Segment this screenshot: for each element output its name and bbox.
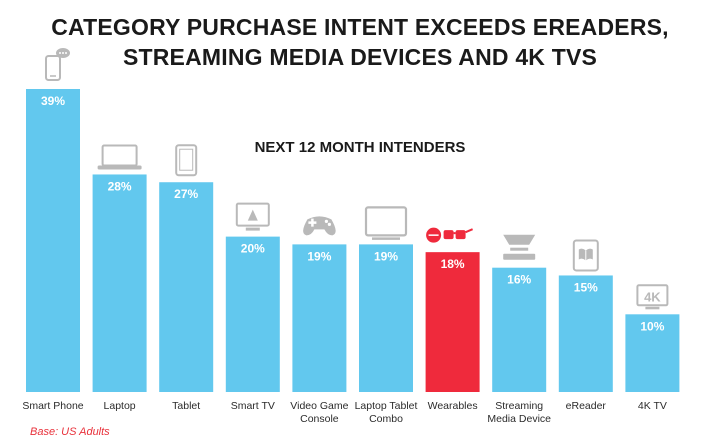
- category-label: Smart TV: [231, 400, 275, 412]
- bar: [92, 174, 147, 392]
- ereader-icon: [572, 239, 599, 272]
- category-label: Video Game Console: [290, 400, 348, 425]
- wearables-icon: [426, 227, 473, 243]
- value-label: 39%: [41, 94, 65, 108]
- 4k-tv-icon: 4K: [636, 284, 669, 310]
- laptop-icon: [97, 144, 142, 170]
- smartphone-icon: [45, 48, 70, 81]
- tablet-icon: [175, 144, 198, 177]
- category-label: eReader: [566, 400, 607, 412]
- category-label: 4K TV: [638, 400, 667, 412]
- category-label: Tablet: [172, 400, 200, 412]
- category-label: Wearables: [428, 400, 478, 412]
- bar: [225, 236, 280, 392]
- value-label: 28%: [108, 179, 132, 193]
- laptop-tablet-combo-icon: [364, 206, 408, 240]
- bar: [558, 275, 613, 392]
- base-footnote: Base: US Adults: [30, 426, 110, 438]
- chart-title-line-1: CATEGORY PURCHASE INTENT EXCEEDS EREADER…: [51, 14, 669, 40]
- category-label: Smart Phone: [22, 400, 83, 412]
- category-label: Laptop: [104, 400, 136, 412]
- bar: [425, 252, 480, 392]
- bar: [159, 182, 214, 392]
- value-label: 27%: [174, 187, 198, 201]
- category-label: Streaming Media Device: [487, 400, 551, 425]
- value-label: 10%: [640, 319, 664, 333]
- streaming-device-icon: [503, 234, 536, 260]
- value-label: 19%: [374, 249, 398, 263]
- bar: [492, 267, 547, 392]
- value-label: 16%: [507, 273, 531, 287]
- bar: [359, 244, 413, 392]
- svg-text:4K: 4K: [644, 289, 661, 304]
- value-label: 18%: [441, 257, 465, 271]
- value-label: 15%: [574, 280, 598, 294]
- bar: [26, 89, 80, 392]
- category-label: Laptop Tablet Combo: [355, 400, 418, 425]
- chart-title-line-2: STREAMING MEDIA DEVICES AND 4K TVS: [122, 44, 598, 70]
- bar: [292, 244, 347, 392]
- value-label: 19%: [307, 249, 331, 263]
- game-controller-icon: [303, 216, 336, 236]
- smart-tv-icon: [235, 202, 270, 231]
- chart-title: CATEGORY PURCHASE INTENT EXCEEDS EREADER…: [0, 12, 720, 72]
- bar: [625, 314, 680, 392]
- value-label: 20%: [241, 242, 265, 256]
- chart-subtitle: NEXT 12 MONTH INTENDERS: [254, 139, 466, 156]
